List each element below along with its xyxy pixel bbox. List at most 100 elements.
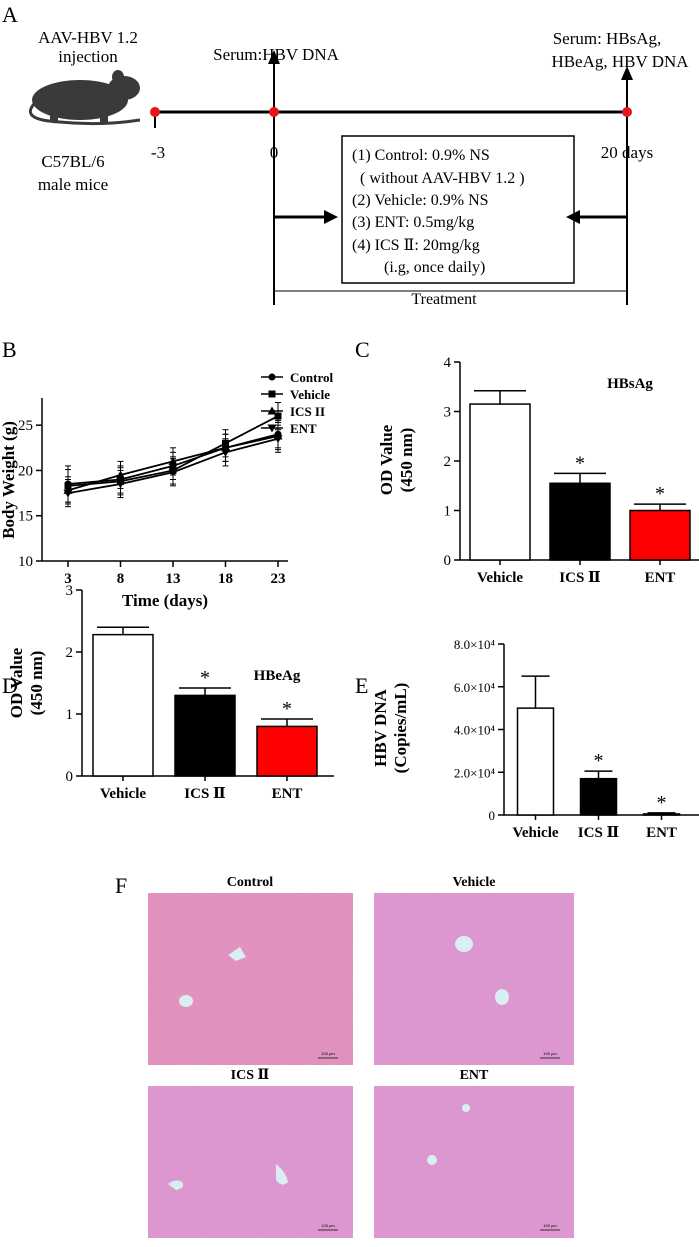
b-ytick-label: 25	[18, 418, 33, 434]
significance-marker: *	[594, 750, 604, 772]
dot-day0	[269, 107, 279, 117]
b-point	[274, 412, 282, 420]
chart-title: HBsAg	[607, 376, 653, 392]
significance-marker: *	[655, 483, 665, 505]
b-ytick-label: 20	[18, 463, 33, 479]
ytick-label: 1	[444, 504, 452, 520]
mouse-line2: male mice	[38, 175, 108, 194]
y-axis-label: HBV DNA(Copies/mL)	[371, 683, 410, 774]
xtick-label: ENT	[646, 825, 677, 841]
serum-end-line2: HBeAg, HBV DNA	[551, 52, 689, 71]
group-1: (1) Control: 0.9% NS	[352, 147, 490, 164]
b-xtick-label: 18	[218, 571, 233, 587]
b-x-axis-label: Time (days)	[122, 591, 208, 610]
y-axis-label-line2: (450 nm)	[397, 428, 416, 493]
panel-a-timeline: A AAV-HBV 1.2 injection C57BL/6 male mic…	[2, 2, 689, 308]
bar-2	[174, 694, 236, 777]
histo-scale-ent: 100 μm	[543, 1223, 557, 1228]
b-ytick-label: 15	[18, 509, 33, 525]
b-legend-label: ICS II	[290, 404, 325, 419]
serum-start: Serum:HBV DNA	[213, 45, 339, 64]
histo-scale-ics2: 100 μm	[321, 1223, 335, 1228]
histo-title-control: Control	[227, 875, 274, 890]
b-point	[267, 406, 277, 415]
ytick-label: 2.0×10⁴	[454, 765, 496, 780]
histo-title-ics2: ICS Ⅱ	[231, 1068, 270, 1083]
xtick-label: ICS Ⅱ	[578, 825, 619, 841]
xtick-label: Vehicle	[512, 825, 558, 841]
arrow-left-head	[324, 210, 338, 224]
chart-title: HBeAg	[254, 668, 301, 684]
ytick-label: 2	[444, 454, 452, 470]
y-axis-label-line2: (Copies/mL)	[391, 683, 410, 774]
b-xtick-label: 3	[64, 571, 72, 587]
histo-scale-control: 100 μm	[321, 1051, 335, 1056]
group-2: (2) Vehicle: 0.9% NS	[352, 192, 489, 209]
ytick-label: 4	[444, 355, 452, 371]
day20-arrowhead	[621, 66, 633, 80]
bar-3	[629, 509, 691, 561]
b-xtick-label: 13	[166, 571, 181, 587]
dot-minus3	[150, 107, 160, 117]
y-axis-label: OD Value(450 nm)	[377, 424, 416, 495]
panel-c-hbsag: C 0 1 2 3 4 Vehicle * ICS Ⅱ * ENT HBsAg OD Value(45…	[355, 337, 699, 586]
b-point	[221, 448, 230, 457]
b-ytick-label: 10	[18, 554, 33, 570]
ytick-label: 0	[444, 553, 452, 569]
significance-marker: *	[657, 792, 667, 814]
day-minus3: -3	[151, 143, 165, 162]
bar-1	[469, 403, 531, 561]
groups-box	[341, 135, 575, 284]
b-xtick-label: 8	[117, 571, 125, 587]
bar-1	[516, 707, 555, 816]
injection-line1: AAV-HBV 1.2	[38, 28, 138, 47]
panel-label-b: B	[2, 337, 17, 362]
b-point	[168, 468, 178, 477]
group-4-note: (i.g, once daily)	[384, 259, 485, 276]
y-axis-label-line1: HBV DNA	[371, 688, 390, 766]
histo-image-ent: 100 μm	[374, 1086, 574, 1238]
histo-image-vehicle: 100 μm	[374, 893, 574, 1065]
mouse-line1: C57BL/6	[41, 152, 104, 171]
xtick-label: ENT	[645, 570, 676, 586]
serum-end-line1: Serum: HBsAg,	[553, 29, 662, 48]
histo-title-vehicle: Vehicle	[452, 875, 495, 890]
mouse-icon	[28, 70, 141, 126]
histo-scale-vehicle: 100 μm	[543, 1051, 557, 1056]
b-legend-label: Vehicle	[290, 387, 330, 402]
ytick-label: 3	[444, 405, 452, 421]
panel-e-hbv-dna: E 0 2.0×10⁴ 4.0×10⁴ 6.0×10⁴ 8.0×10⁴ Vehicle * I…	[355, 637, 699, 841]
day0-arrowhead	[268, 50, 280, 64]
y-axis-label: OD Value(450 nm)	[7, 647, 46, 718]
b-point	[273, 435, 283, 444]
group-1-note: ( without AAV-HBV 1.2 )	[360, 170, 525, 187]
ytick-label: 0	[66, 769, 74, 785]
group-4: (4) ICS Ⅱ: 20mg/kg	[352, 237, 480, 254]
treatment-label: Treatment	[411, 291, 477, 308]
day-20: 20 days	[601, 143, 653, 162]
bar-3	[256, 725, 318, 777]
panel-d-hbeag: D 0 1 2 3 Vehicle * ICS Ⅱ * ENT HBeAg OD Value(450…	[2, 583, 334, 802]
ytick-label: 2	[66, 645, 74, 661]
xtick-label: ICS Ⅱ	[184, 786, 225, 802]
b-point	[268, 390, 276, 398]
arrow-right-head	[566, 210, 580, 224]
y-axis-label-line1: OD Value	[377, 424, 396, 495]
y-axis-label-line2: (450 nm)	[27, 651, 46, 716]
b-series-ent	[63, 424, 283, 508]
bar-1	[92, 633, 154, 777]
significance-marker: *	[575, 452, 585, 474]
bar-3	[642, 813, 681, 816]
xtick-label: Vehicle	[477, 570, 523, 586]
panel-label-f: F	[115, 873, 127, 898]
b-legend-label: Control	[290, 370, 333, 385]
panel-f-histology: F Control Vehicle ICS Ⅱ ENT 100 μm 100 μ…	[115, 873, 574, 1238]
xtick-label: ENT	[272, 786, 303, 802]
significance-marker: *	[200, 667, 210, 689]
b-point	[268, 373, 276, 381]
bar-2	[549, 482, 611, 561]
xtick-label: Vehicle	[100, 786, 146, 802]
significance-marker: *	[282, 698, 292, 720]
ytick-label: 3	[66, 583, 74, 599]
